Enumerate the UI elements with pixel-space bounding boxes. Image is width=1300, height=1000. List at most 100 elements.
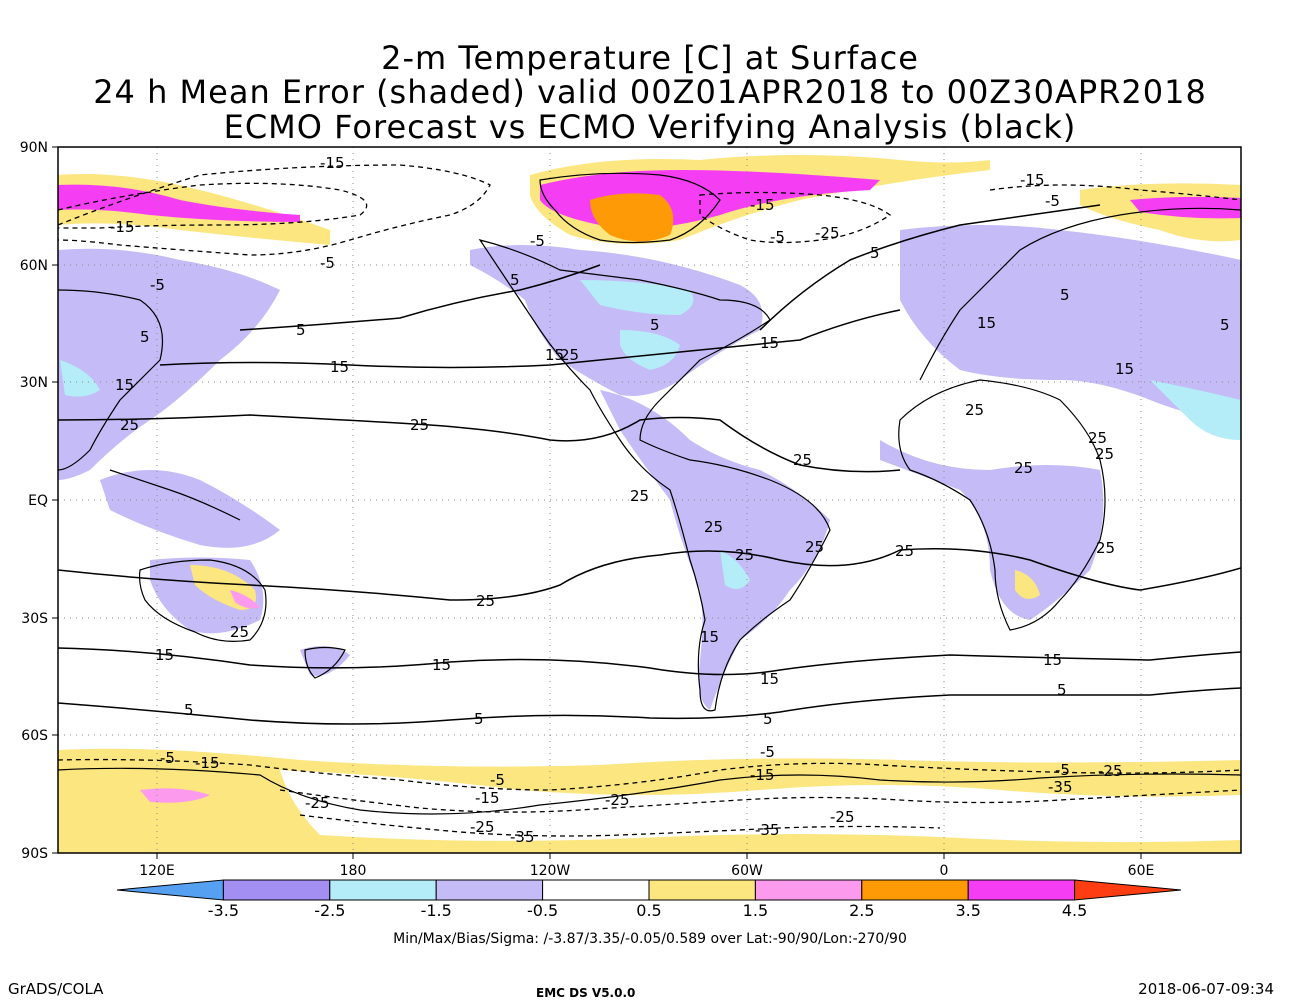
colorbar-swatch — [542, 879, 650, 901]
contour-label: -15 — [475, 789, 500, 807]
contour-label: 25 — [230, 623, 249, 641]
contour-label: -15 — [750, 766, 775, 784]
contour-label: 15 — [977, 314, 996, 332]
contour-label: 25 — [560, 346, 579, 364]
contour-label: 25 — [410, 416, 429, 434]
lon-label-180: 180 — [340, 863, 367, 879]
colorbar-labels: -3.5 -2.5 -1.5 -0.5 0.5 1.5 2.5 3.5 4.5 — [208, 901, 1088, 920]
contour-label: 25 — [1088, 429, 1107, 447]
contour-label: -5 — [530, 232, 545, 250]
footer-timestamp: 2018-06-07-09:34 — [1138, 980, 1274, 998]
title-line-1: 2-m Temperature [C] at Surface — [381, 39, 919, 77]
contour-label: 25 — [805, 538, 824, 556]
contour-label: -25 — [1098, 762, 1123, 780]
contour-label: 5 — [510, 271, 520, 289]
contour-label: -5 — [490, 771, 505, 789]
colorbar-label: 2.5 — [849, 901, 874, 920]
contour-label: 25 — [965, 401, 984, 419]
longitude-axis: 120E 180 120W 60W 0 60E — [139, 853, 1154, 879]
lon-label-60e: 60E — [1128, 863, 1155, 879]
lat-label-90s: 90S — [21, 846, 48, 862]
contour-label: 15 — [1115, 360, 1134, 378]
contour-label: 25 — [704, 518, 723, 536]
contour-label: 25 — [630, 487, 649, 505]
colorbar-label: 0.5 — [636, 901, 661, 920]
contour-label: 5 — [870, 244, 880, 262]
latitude-axis: 90N 60N 30N EQ 30S 60S 90S — [20, 140, 58, 862]
contour-label: -5 — [760, 743, 775, 761]
contour-label: -25 — [605, 791, 630, 809]
contour-label: 5 — [296, 321, 306, 339]
contour-label: 15 — [700, 628, 719, 646]
contour-label: 15 — [545, 346, 564, 364]
colorbar-swatch — [967, 879, 1076, 901]
contour-label: -25 — [830, 808, 855, 826]
footer-version: EMC DS V5.0.0 — [536, 986, 636, 1000]
contour-label: -15 — [195, 754, 220, 772]
contour-label: -25 — [815, 224, 840, 242]
contour-labels: -15 -15 -15 -15 -5 -5 -5 -5 -5 -25 5 5 5… — [110, 154, 1230, 846]
lat-label-90n: 90N — [20, 140, 48, 156]
graticule — [58, 147, 1241, 853]
contour-label: -15 — [110, 218, 135, 236]
colorbar-label: -0.5 — [527, 901, 558, 920]
stats-line: Min/Max/Bias/Sigma: /-3.87/3.35/-0.05/0.… — [393, 931, 907, 947]
lat-label-eq: EQ — [28, 493, 48, 509]
colorbar-label: 1.5 — [743, 901, 768, 920]
contour-label: -15 — [1020, 171, 1045, 189]
contour-label: 5 — [184, 701, 194, 719]
contour-label: 15 — [432, 656, 451, 674]
contour-label: 25 — [895, 542, 914, 560]
contour-label: 25 — [120, 416, 139, 434]
contour-label: 25 — [735, 546, 754, 564]
lon-label-120w: 120W — [530, 863, 571, 879]
colorbar-swatch — [222, 879, 331, 901]
contour-label: -35 — [755, 821, 780, 839]
contour-label: 5 — [140, 328, 150, 346]
contour-label: -35 — [510, 828, 535, 846]
contour-label: -5 — [320, 254, 335, 272]
colorbar-label: 3.5 — [955, 901, 980, 920]
colorbar-swatch — [1074, 879, 1182, 901]
lat-label-30s: 30S — [21, 611, 48, 627]
contour-label: 5 — [1060, 286, 1070, 304]
contour-label: 25 — [476, 592, 495, 610]
contour-label: 5 — [1057, 681, 1067, 699]
contour-label: 5 — [650, 316, 660, 334]
lat-label-30n: 30N — [20, 375, 48, 391]
map-panel: -15 -15 -15 -15 -5 -5 -5 -5 -5 -25 5 5 5… — [58, 147, 1241, 853]
colorbar-label: 4.5 — [1062, 901, 1087, 920]
analysis-contours — [58, 204, 1241, 725]
colorbar-swatch — [861, 879, 969, 901]
lon-label-0: 0 — [940, 863, 949, 879]
contour-label: -5 — [160, 749, 175, 767]
contour-label: 25 — [1096, 539, 1115, 557]
contour-label: -5 — [1055, 761, 1070, 779]
colorbar-label: -3.5 — [208, 901, 239, 920]
colorbar-swatch — [116, 879, 224, 901]
title-line-2: 24 h Mean Error (shaded) valid 00Z01APR2… — [93, 73, 1207, 111]
lat-label-60n: 60N — [20, 258, 48, 274]
contour-label: -5 — [150, 276, 165, 294]
footer-software: GrADS/COLA — [8, 980, 104, 998]
coastlines — [58, 172, 1241, 815]
contour-label: -25 — [305, 794, 330, 812]
contour-label: 25 — [793, 451, 812, 469]
colorbar-swatch — [754, 879, 863, 901]
colorbar-label: -1.5 — [421, 901, 452, 920]
colorbar-swatch — [648, 879, 756, 901]
negative-contours — [58, 164, 1241, 837]
contour-label: 25 — [1095, 445, 1114, 463]
lon-label-60w: 60W — [731, 863, 763, 879]
contour-label: -35 — [1048, 778, 1073, 796]
contour-label: 15 — [330, 358, 349, 376]
colorbar-label: -2.5 — [314, 901, 345, 920]
contour-label: 5 — [474, 710, 484, 728]
contour-label: 15 — [1043, 651, 1062, 669]
contour-label: 5 — [1220, 316, 1230, 334]
lat-label-60s: 60S — [21, 728, 48, 744]
contour-label: 15 — [760, 334, 779, 352]
contour-label: 5 — [763, 710, 773, 728]
lon-label-120e: 120E — [139, 863, 175, 879]
